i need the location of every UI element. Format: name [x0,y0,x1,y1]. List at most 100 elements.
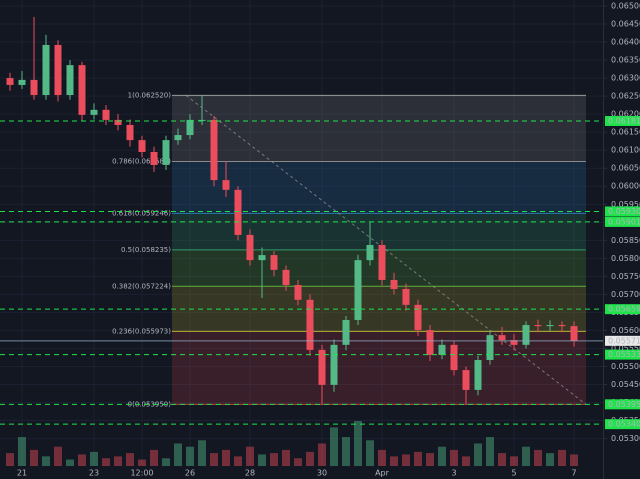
volume-bar [114,456,122,466]
level-label-box [605,115,640,126]
volume-bar [510,456,518,466]
candle-body [210,119,218,181]
volume-bar [54,446,62,466]
fib-label: 0.786(0.060686) [112,158,171,166]
candle-body [126,124,134,141]
level-label-box [605,206,640,217]
volume-bar [126,453,134,466]
y-tick-label: 0.053000 [611,434,640,443]
candle-body [378,245,386,280]
candle-body [138,140,146,152]
fib-label: 0.382(0.057224) [112,282,171,290]
fib-label: 1(0.062520) [128,91,172,99]
candle-body [450,344,458,371]
fib-band [172,161,586,214]
candle-body [294,285,302,300]
candle-body [162,140,170,165]
y-tick-label: 0.057000 [611,290,640,299]
volume-bar [570,454,578,466]
x-tick-label: 12:00 [130,469,153,478]
volume-bar [342,437,350,466]
level-label-box [605,216,640,227]
volume-bar [270,453,278,466]
x-tick-label: 26 [185,469,195,478]
candle-body [18,79,26,85]
candle-body [546,325,554,327]
candle-body [54,44,62,96]
candle-body [186,119,194,136]
candle-body [474,359,482,390]
volume-bar [18,437,26,466]
x-tick-label: 30 [317,469,327,478]
x-tick-label: 28 [245,469,255,478]
candle-body [234,189,242,235]
volume-bar [150,449,158,466]
y-tick-label: 0.062000 [611,110,640,119]
y-tick-label: 0.063000 [611,74,640,83]
volume-bar [438,446,446,466]
volume-bar [558,449,566,466]
y-tick-label: 0.064000 [611,38,640,47]
candle-body [438,344,446,355]
fib-band [172,213,586,250]
volume-bar [534,449,542,466]
volume-bar [78,454,86,466]
volume-bar [330,427,338,466]
volume-bar [210,453,218,466]
candle-body [6,78,14,85]
volume-bar [6,453,14,466]
volume-bar [426,453,434,466]
volume-bar [90,451,98,466]
candle-body [174,135,182,141]
candle-body [78,65,86,115]
y-tick-label: 0.058000 [611,254,640,263]
candle-body [258,255,266,261]
volume-bar [462,456,470,466]
candle-body [30,79,38,96]
y-tick-label: 0.056000 [611,326,640,335]
volume-bar [306,451,314,466]
y-tick-label: 0.063500 [611,56,640,65]
y-tick-label: 0.057500 [611,272,640,281]
volume-bar [450,449,458,466]
x-tick-label: 21 [17,469,27,478]
y-tick-label: 0.065000 [611,2,640,11]
volume-bar [162,458,170,466]
volume-bar [378,449,386,466]
y-tick-label: 0.055500 [611,344,640,353]
y-tick-label: 0.059500 [611,200,640,209]
x-tick-label: Apr [375,469,390,478]
volume-bar [234,456,242,466]
level-label: 0.053950 [608,400,640,409]
candle-body [102,109,110,120]
candle-body [462,370,470,390]
candle-body [414,304,422,331]
candle-body [150,151,158,165]
candle-body [426,330,434,355]
candle-body [306,299,314,350]
candle-body [522,325,530,345]
level-label-box [605,304,640,315]
fib-band [172,95,586,162]
volume-bar [102,458,110,466]
x-tick-label: 7 [571,469,576,478]
y-tick-label: 0.054500 [611,380,640,389]
volume-bar [30,449,38,466]
candle-body [558,325,566,327]
volume-bar [414,451,422,466]
volume-bar [546,453,554,466]
candle-body [342,319,350,345]
y-tick-label: 0.064500 [611,20,640,29]
candle-body [486,335,494,360]
y-tick-label: 0.055000 [611,362,640,371]
candle-body [570,326,578,341]
candle-body [354,260,362,320]
volume-bar [138,459,146,466]
fib-label: 0(0.053950) [128,400,172,408]
y-tick-label: 0.062500 [611,92,640,101]
